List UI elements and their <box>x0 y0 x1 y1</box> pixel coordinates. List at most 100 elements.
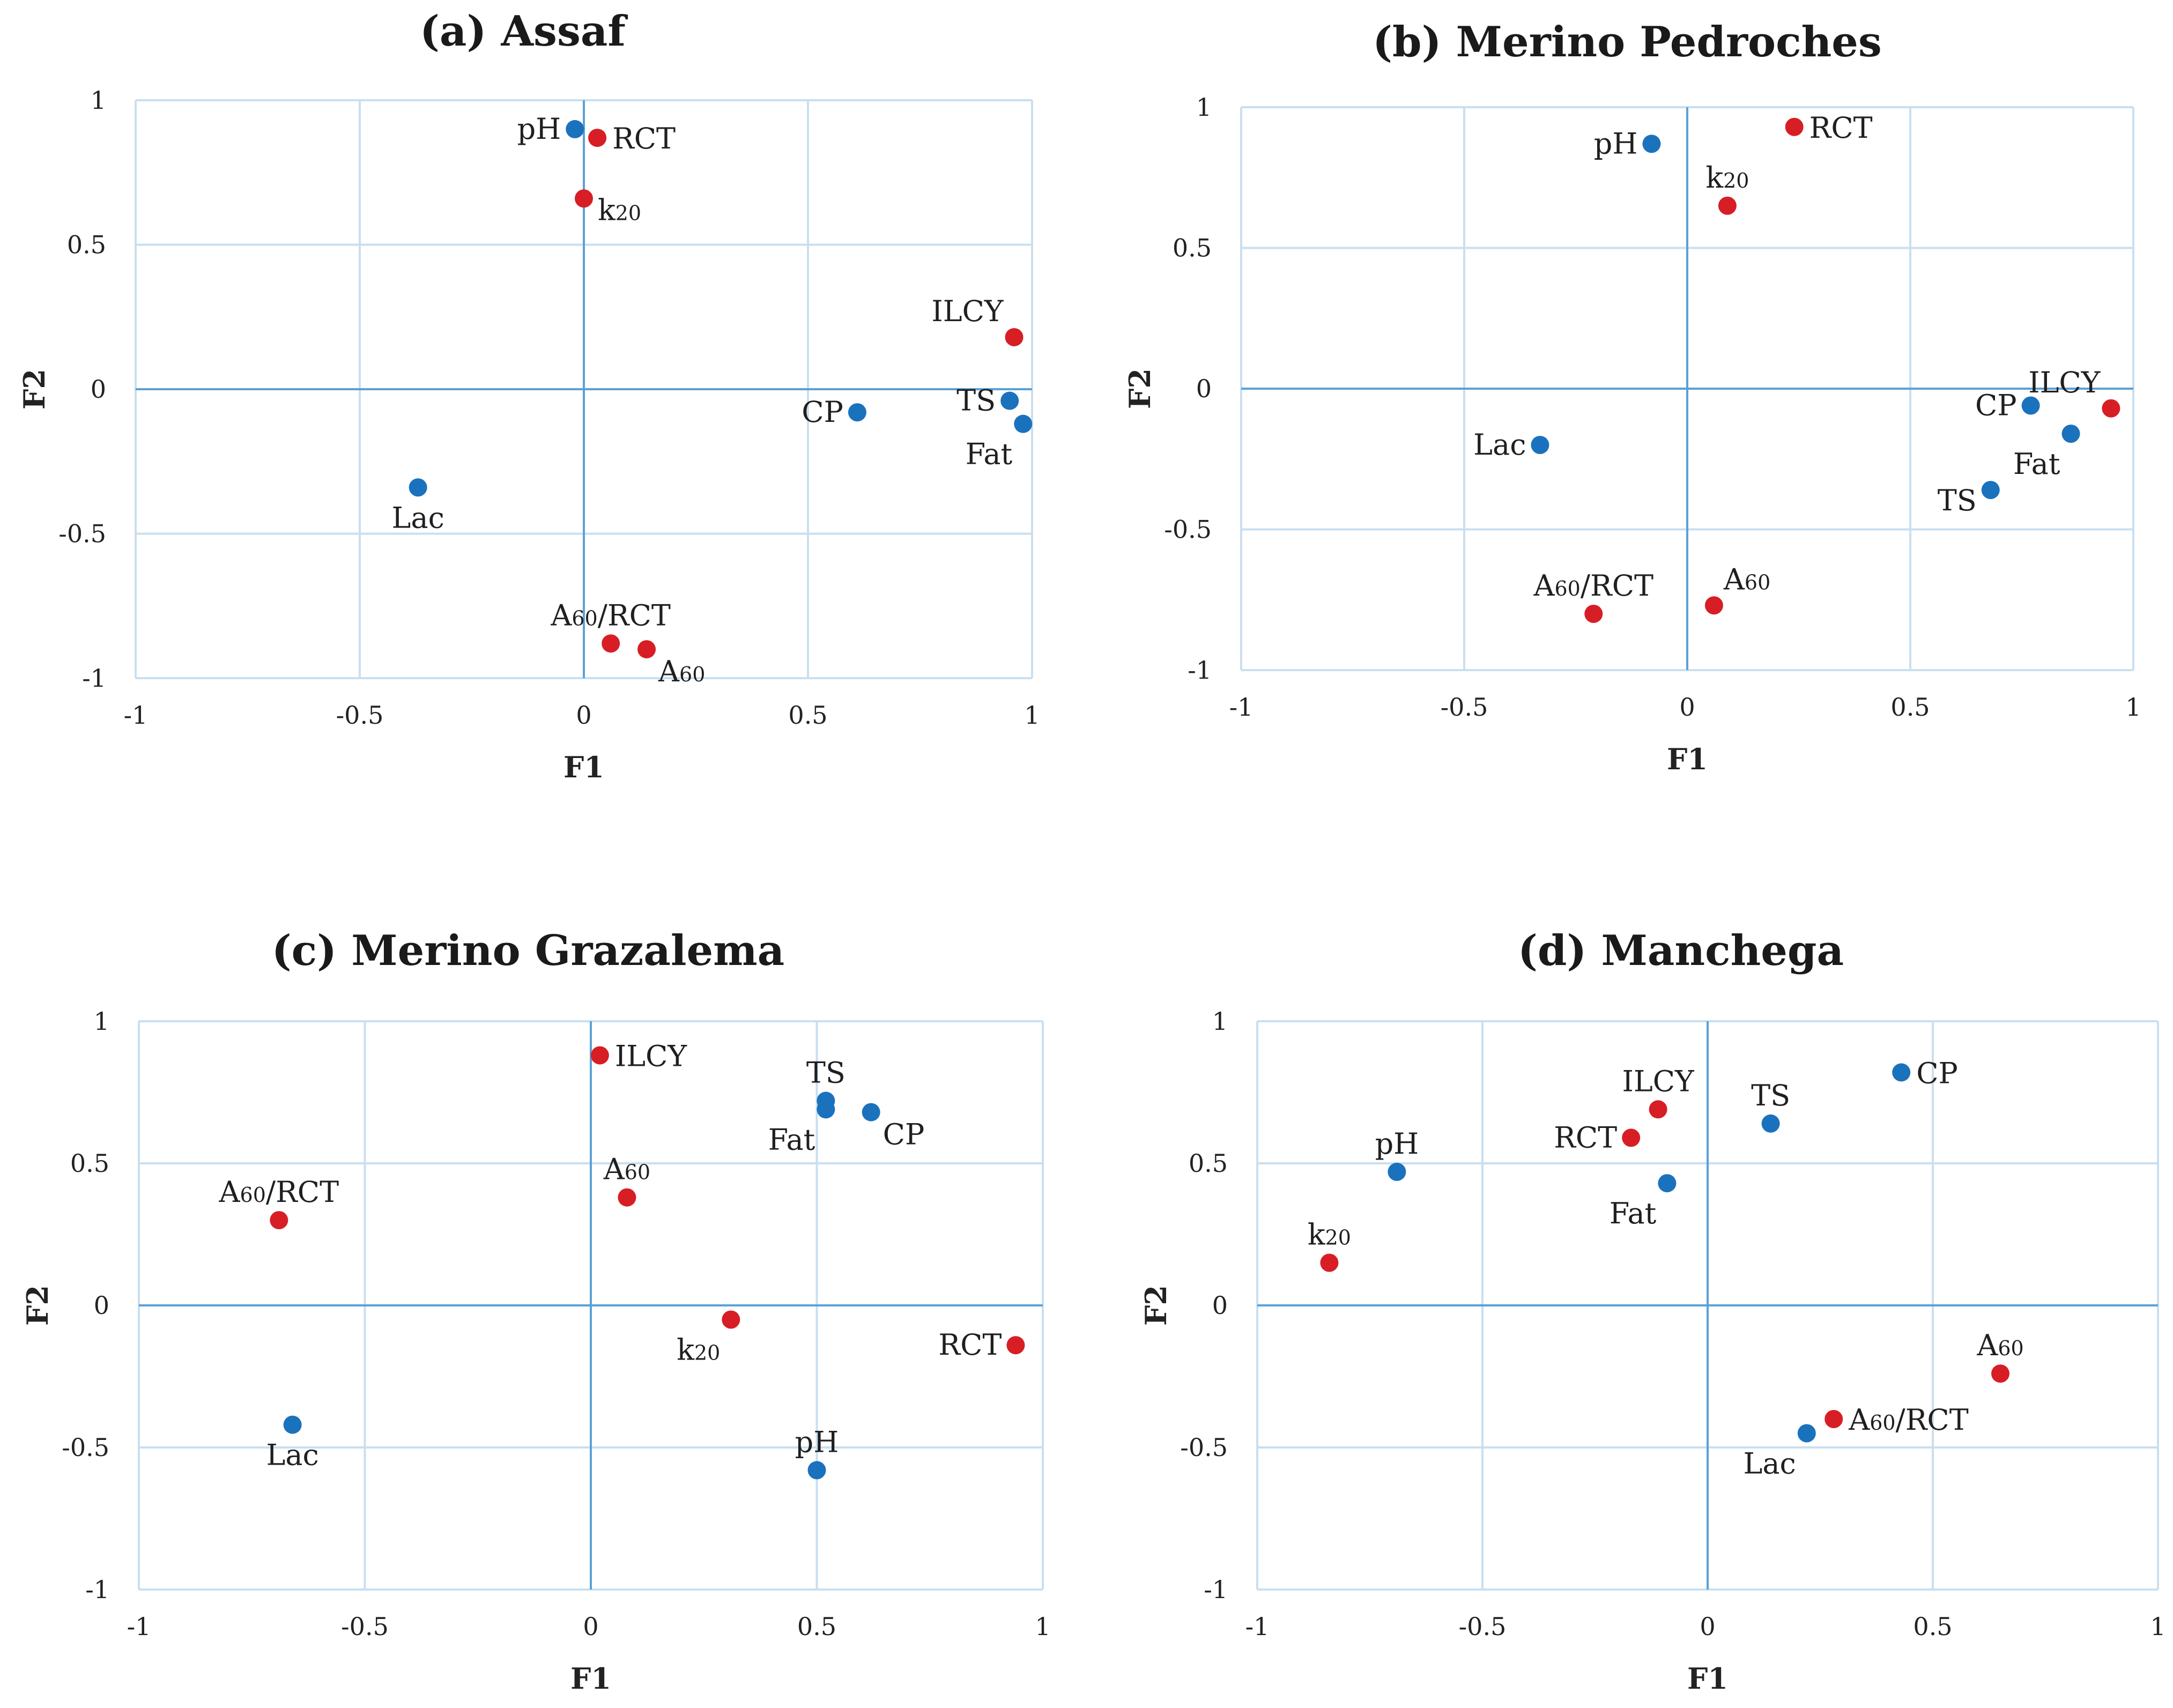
point-k20 <box>575 189 593 208</box>
point-label-subscript: 60 <box>1555 577 1581 600</box>
point-a60 <box>1704 596 1723 615</box>
x-tick-label: 0 <box>583 1612 598 1641</box>
point-label-k20: k20 <box>1705 161 1749 195</box>
point-label-a60-rct: A60/RCT <box>1848 1403 1969 1437</box>
point-ts <box>1761 1114 1780 1133</box>
point-label-main: pH <box>517 112 561 146</box>
point-label-a60: A60 <box>1976 1328 2023 1362</box>
point-label-main: A <box>1976 1328 1998 1362</box>
point-label-ph: pH <box>1594 127 1638 160</box>
point-rct <box>588 129 607 147</box>
y-tick-label: 0 <box>1196 374 1212 403</box>
y-axis-title: F2 <box>1139 1285 1173 1326</box>
point-ts <box>1000 391 1019 410</box>
point-label-subscript: 60 <box>625 1161 650 1184</box>
point-label-main: A <box>219 1175 241 1209</box>
y-tick-label: 0.5 <box>1173 234 1212 263</box>
x-tick-label: 0.5 <box>1890 693 1930 722</box>
point-label-k20: k20 <box>598 193 641 227</box>
chart-title: (b) Merino Pedroches <box>1373 18 1882 66</box>
point-label-rct: RCT <box>938 1328 1002 1362</box>
point-label-ph: pH <box>517 112 561 146</box>
y-tick-label: 0.5 <box>70 1149 109 1178</box>
point-label-cp: CP <box>883 1118 925 1152</box>
y-tick-label: -1 <box>82 664 106 693</box>
point-label-main: RCT <box>1554 1120 1617 1154</box>
point-label-main: TS <box>1751 1079 1790 1112</box>
y-tick-label: -1 <box>1204 1575 1228 1604</box>
point-label-a60-rct: A60/RCT <box>219 1175 339 1209</box>
point-label-suffix: /RCT <box>598 598 671 632</box>
chart-title: (c) Merino Grazalema <box>272 926 784 975</box>
point-a60 <box>1991 1364 2009 1383</box>
point-label-main: k <box>1308 1218 1326 1252</box>
point-ph <box>807 1461 826 1480</box>
point-label-subscript: 60 <box>1998 1336 2023 1360</box>
y-tick-label: 0 <box>94 1291 109 1320</box>
point-label-subscript: 60 <box>679 663 705 686</box>
point-label-main: pH <box>1594 127 1638 160</box>
point-label-a60-rct: A60/RCT <box>1533 569 1654 603</box>
point-label-ph: pH <box>1375 1127 1419 1161</box>
point-label-main: RCT <box>612 122 676 155</box>
point-label-subscript: 60 <box>572 606 597 630</box>
point-label-main: TS <box>1938 484 1977 517</box>
point-label-main: CP <box>1975 389 2017 422</box>
point-label-main: A <box>550 598 572 632</box>
point-label-main: RCT <box>1809 111 1873 145</box>
point-label-rct: RCT <box>1554 1120 1617 1154</box>
y-tick-label: 1 <box>91 86 106 115</box>
point-fat <box>1658 1174 1677 1193</box>
point-label-subscript: 60 <box>240 1183 266 1207</box>
point-label-main: A <box>1723 562 1745 596</box>
point-a60-rct <box>1584 605 1603 623</box>
x-tick-label: -1 <box>1245 1612 1270 1641</box>
point-label-main: k <box>1705 161 1724 195</box>
point-label-cp: CP <box>1975 389 2017 422</box>
point-lac <box>1797 1424 1816 1443</box>
x-tick-label: 0 <box>1679 693 1695 722</box>
point-label-subscript: 60 <box>1870 1411 1895 1435</box>
point-label-main: ILCY <box>931 294 1004 328</box>
point-rct <box>1006 1336 1025 1355</box>
y-axis-title: F2 <box>20 1285 55 1326</box>
point-lac <box>409 478 427 497</box>
point-label-subscript: 20 <box>1325 1226 1351 1250</box>
y-tick-label: 0 <box>1212 1291 1228 1320</box>
point-label-main: pH <box>1375 1127 1419 1161</box>
point-a60 <box>618 1188 636 1207</box>
panel-merino-grazalema: (c) Merino Grazalema -1 -0.5 0 0.5 1 1 0.5 0 -0.5… <box>20 926 1051 1696</box>
point-cp <box>862 1103 880 1122</box>
point-label-main: k <box>598 193 616 227</box>
x-axis-title: F1 <box>1687 1661 1728 1696</box>
point-label-k20: k20 <box>677 1333 720 1367</box>
point-label-main: Fat <box>2013 447 2060 481</box>
point-cp <box>1892 1063 1911 1082</box>
point-label-ilcy: ILCY <box>2028 366 2101 399</box>
x-axis-title: F1 <box>570 1661 611 1696</box>
chart-title: (d) Manchega <box>1518 926 1844 975</box>
point-label-main: A <box>603 1153 625 1186</box>
y-tick-label: -0.5 <box>62 1433 109 1462</box>
point-ilcy <box>1005 328 1024 346</box>
point-label-ts: TS <box>956 384 996 418</box>
x-tick-label: 0.5 <box>1913 1612 1952 1641</box>
point-ph <box>1388 1162 1406 1181</box>
x-tick-label: -0.5 <box>341 1612 389 1641</box>
point-rct <box>1785 117 1804 136</box>
point-label-main: ILCY <box>2028 366 2101 399</box>
point-a60 <box>637 640 656 659</box>
y-tick-label: 0.5 <box>1189 1149 1228 1178</box>
point-label-lac: Lac <box>392 501 444 534</box>
panel-assaf: (a) Assaf -1 -0.5 0 0.5 1 1 0.5 0 -0.5 -1 F1 F2 pH RCT… <box>17 7 1040 784</box>
point-label-fat: Fat <box>768 1123 815 1156</box>
x-tick-label: -1 <box>127 1612 151 1641</box>
point-label-ts: TS <box>806 1056 846 1089</box>
point-label-a60: A60 <box>603 1153 650 1186</box>
point-ph <box>566 120 584 138</box>
y-tick-label: -0.5 <box>58 519 106 548</box>
point-label-k20: k20 <box>1308 1218 1351 1252</box>
point-label-main: Lac <box>1744 1447 1796 1481</box>
point-a60-rct <box>1825 1410 1843 1428</box>
